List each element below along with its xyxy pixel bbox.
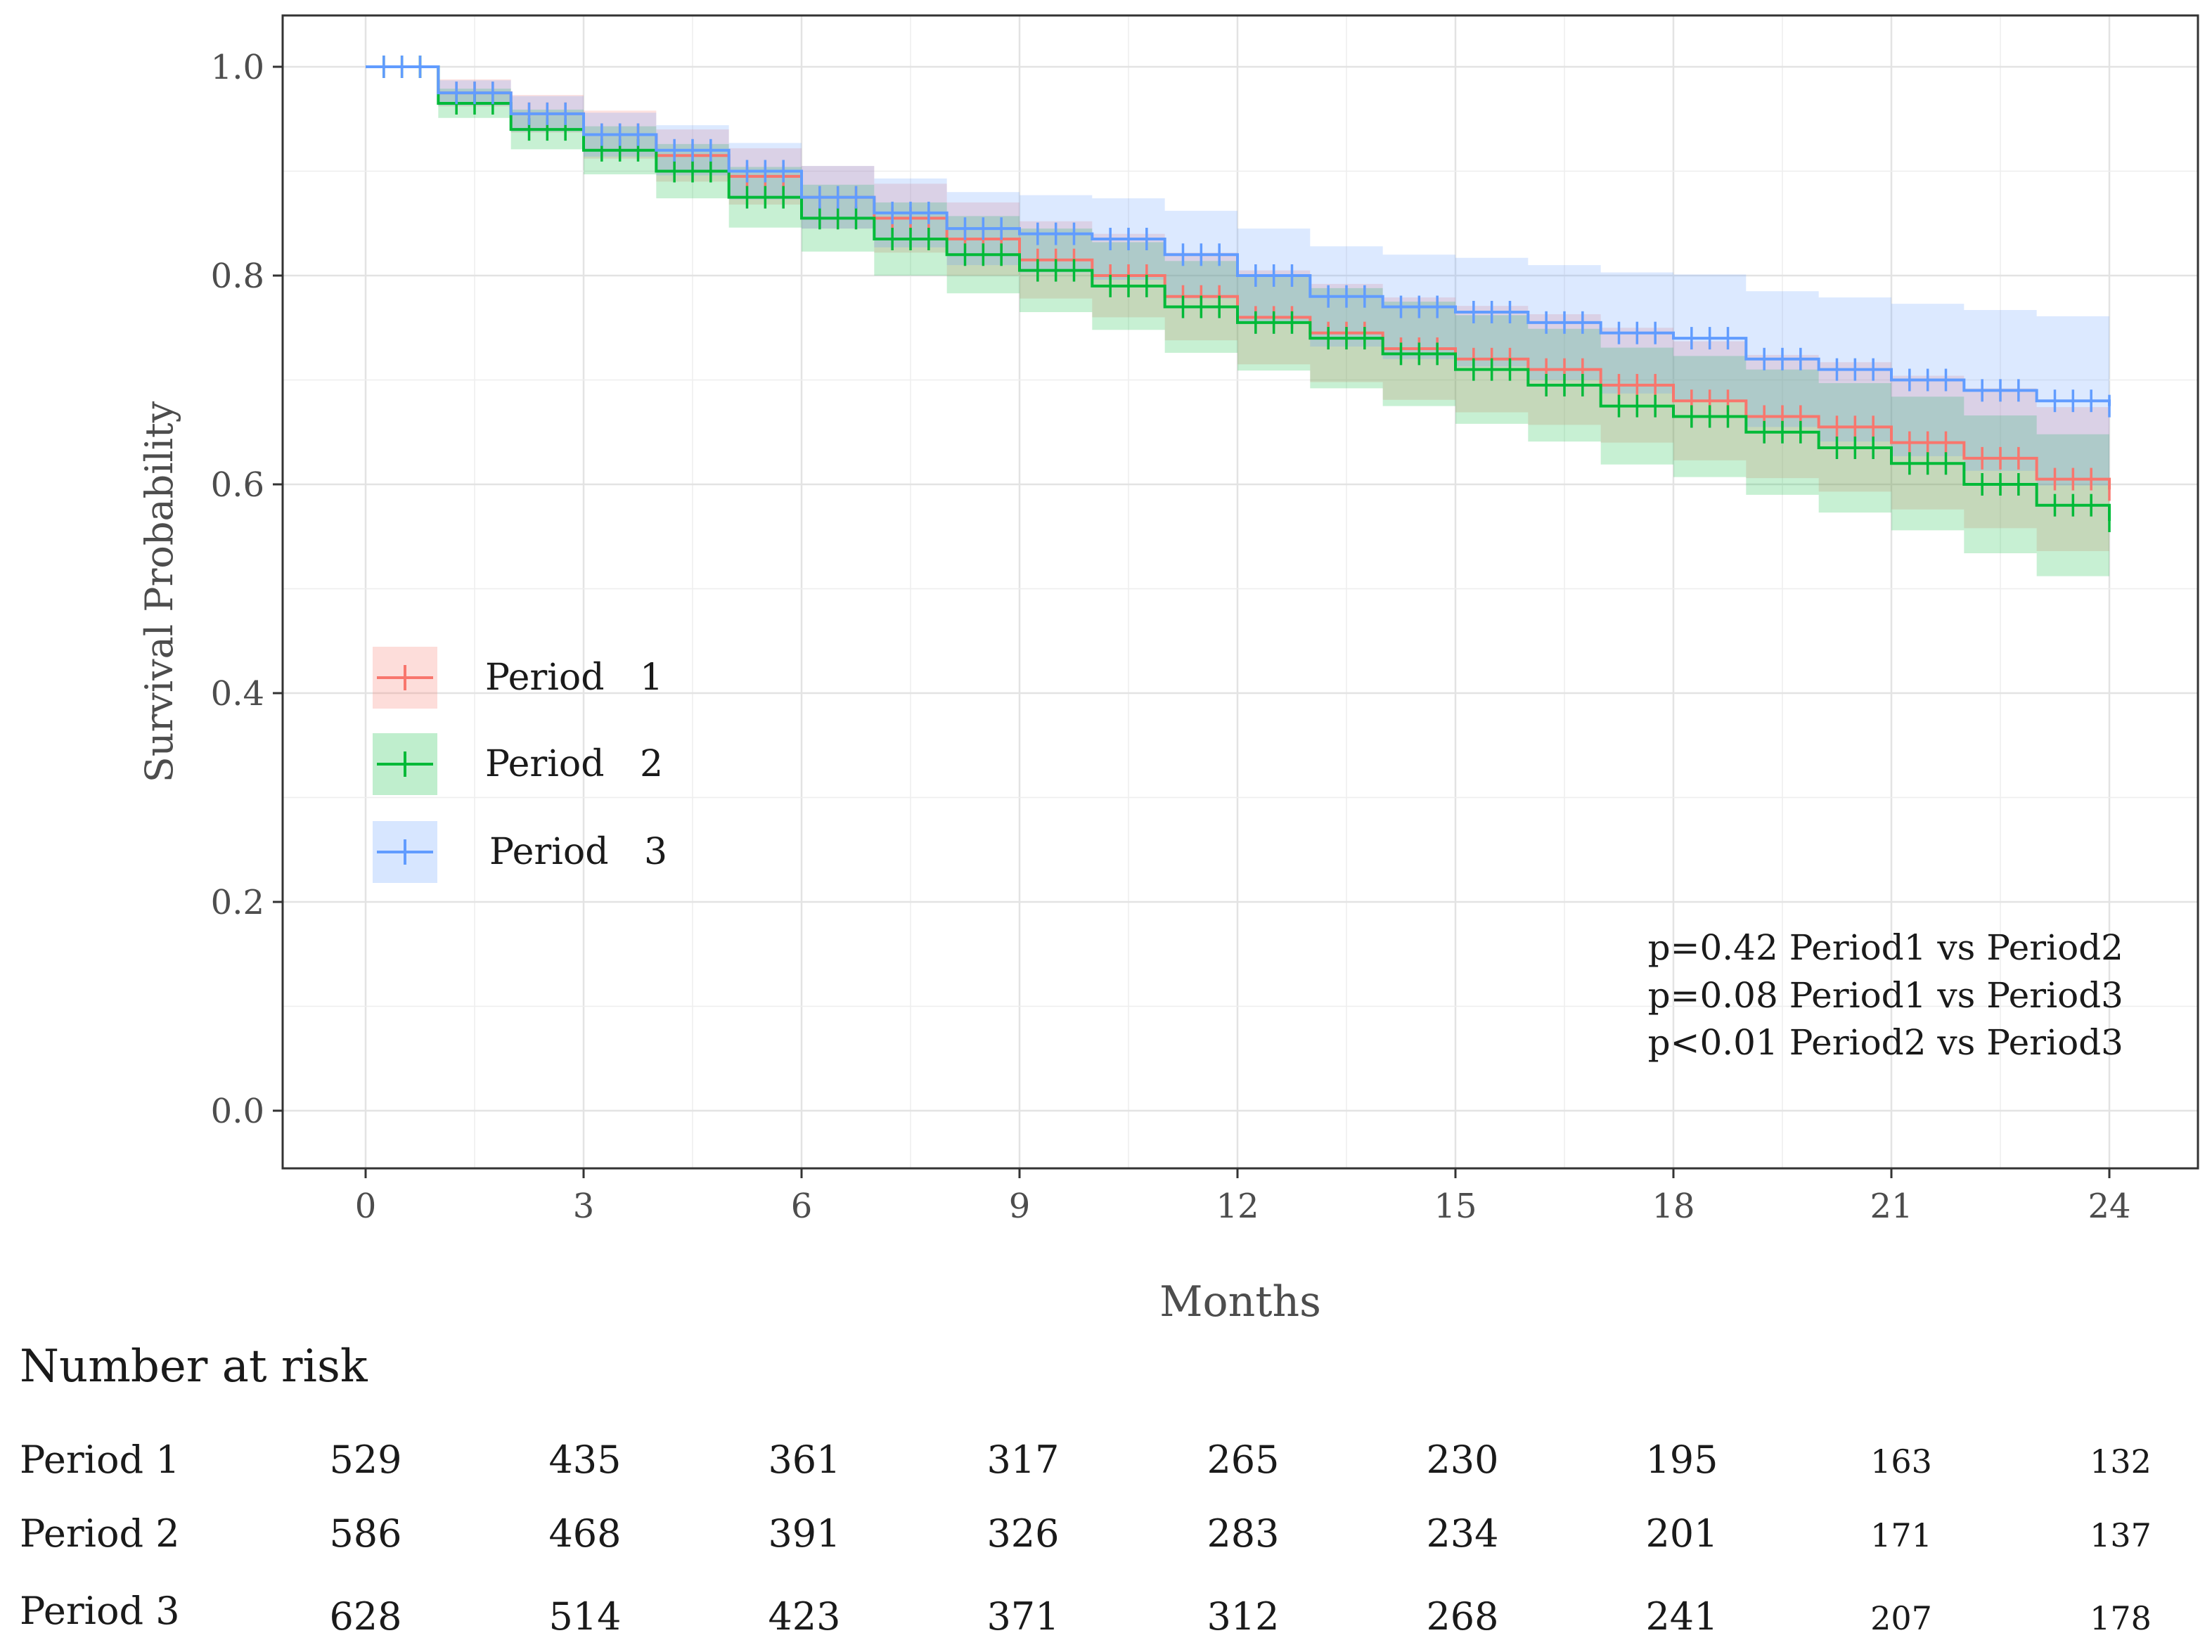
risk-count: 317 (986, 1438, 1059, 1482)
plot-border (281, 14, 2199, 1170)
risk-count: 586 (329, 1511, 401, 1556)
y-tick-label: 0.8 (211, 257, 264, 296)
p-value-line-1: p=0.42 Period1 vs Period2 (1648, 927, 2123, 968)
axes: 0.00.20.40.60.81.00 3 6 9 12 15 18 21 24 (211, 48, 2131, 1226)
x-tick-label: 6 (791, 1187, 813, 1226)
risk-row-period-1: Period 1 529 435 361 317 265 230 195 163 132 (20, 1438, 2152, 1482)
risk-table: Period 1 529 435 361 317 265 230 195 163 132Perio… (20, 1438, 2152, 1639)
legend-item-period-1: Period 1 (373, 647, 663, 709)
risk-count: 132 (2090, 1443, 2152, 1480)
y-tick-label: 0.0 (211, 1092, 264, 1131)
risk-row-label: Period 1 (20, 1438, 180, 1482)
risk-count: 201 (1645, 1511, 1718, 1556)
grid-lines (283, 15, 2198, 1168)
x-tick-label: 3 (573, 1187, 595, 1226)
risk-count: 283 (1207, 1511, 1279, 1556)
risk-count: 241 (1645, 1594, 1718, 1639)
legend-item-period-2: Period 2 (373, 733, 663, 795)
risk-row-period-3: Period 3 628 514 423 371 312 268 241 207 178 (20, 1589, 2152, 1639)
legend-label: Period (485, 743, 605, 785)
risk-row-period-2: Period 2 586 468 391 326 283 234 201 171 137 (20, 1511, 2152, 1556)
survival-curves (366, 56, 2111, 532)
risk-count: 195 (1645, 1438, 1718, 1482)
p-value-annotations: p=0.42 Period1 vs Period2 p=0.08 Period1… (1648, 927, 2123, 1063)
censor-marks-period-3 (382, 56, 2111, 418)
risk-count: 468 (548, 1511, 621, 1556)
risk-count: 230 (1426, 1438, 1498, 1482)
y-tick-label: 1.0 (211, 48, 264, 87)
x-tick-label: 9 (1009, 1187, 1031, 1226)
legend-label: Period (485, 657, 605, 699)
risk-count: 207 (1870, 1599, 1932, 1637)
x-tick-label: 18 (1652, 1187, 1695, 1226)
survival-curve-period-2 (366, 65, 2111, 521)
risk-count: 391 (768, 1511, 840, 1556)
y-tick-label: 0.6 (211, 465, 264, 505)
risk-count: 326 (986, 1511, 1059, 1556)
risk-count: 312 (1207, 1594, 1279, 1639)
legend-number: 3 (644, 831, 667, 873)
risk-row-label: Period 3 (20, 1589, 180, 1633)
risk-count: 529 (329, 1438, 401, 1482)
p-value-line-2: p=0.08 Period1 vs Period3 (1648, 975, 2123, 1016)
risk-count: 423 (768, 1594, 840, 1639)
x-tick-label: 15 (1434, 1187, 1477, 1226)
plot-panel (283, 15, 2198, 1168)
y-axis-title: Survival Probability (137, 401, 181, 782)
risk-table-title: Number at risk (20, 1341, 368, 1393)
legend-label: Period (489, 831, 609, 873)
risk-count: 435 (548, 1438, 621, 1482)
x-axis-title: Months (1159, 1277, 1321, 1327)
p-value-line-3: p<0.01 Period2 vs Period3 (1648, 1022, 2123, 1063)
risk-row-label: Period 2 (20, 1511, 180, 1556)
risk-count: 234 (1426, 1511, 1498, 1556)
legend-number: 1 (640, 657, 663, 699)
risk-count: 137 (2090, 1516, 2152, 1554)
risk-count: 163 (1870, 1443, 1932, 1480)
legend-item-period-3: Period 3 (373, 821, 667, 883)
risk-count: 361 (768, 1438, 840, 1482)
risk-count: 514 (548, 1594, 621, 1639)
y-tick-label: 0.2 (211, 883, 264, 922)
legend-number: 2 (640, 743, 663, 785)
legend: Period 1 Period 2 Period 3 (373, 647, 667, 883)
risk-count: 178 (2090, 1599, 2152, 1637)
x-tick-label: 24 (2088, 1187, 2130, 1226)
risk-count: 171 (1870, 1516, 1932, 1554)
y-tick-label: 0.4 (211, 674, 264, 714)
x-tick-label: 12 (1216, 1187, 1259, 1226)
x-tick-label: 0 (355, 1187, 377, 1226)
survival-curve-period-3 (366, 65, 2111, 406)
risk-count: 268 (1426, 1594, 1498, 1639)
risk-count: 371 (986, 1594, 1059, 1639)
risk-count: 265 (1207, 1438, 1279, 1482)
risk-count: 628 (329, 1594, 401, 1639)
x-tick-label: 21 (1870, 1187, 1912, 1226)
